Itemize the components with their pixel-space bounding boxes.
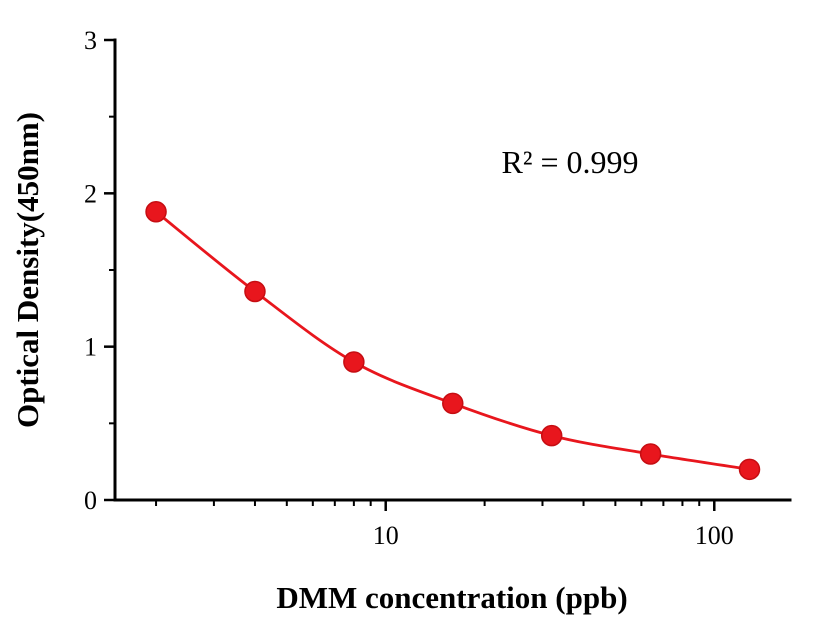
y-tick-label: 0	[84, 486, 97, 515]
x-tick-label: 100	[695, 521, 734, 550]
data-points	[145, 200, 761, 481]
series-line	[155, 210, 750, 471]
data-point	[244, 280, 266, 303]
r-squared-annotation: R² = 0.999	[501, 144, 639, 180]
data-point	[145, 200, 167, 223]
data-point	[540, 424, 563, 447]
y-axis-title: Optical Density(450nm)	[10, 112, 45, 429]
x-axis: 10 100	[155, 500, 734, 550]
data-point	[442, 392, 464, 415]
y-axis: 0 1 2 3	[84, 26, 115, 515]
axes	[113, 38, 792, 502]
y-tick-label: 3	[84, 26, 97, 55]
data-point	[738, 458, 761, 481]
x-axis-title: DMM concentration (ppb)	[276, 580, 628, 615]
axis-lines	[113, 38, 792, 502]
x-tick-label: 10	[373, 521, 399, 550]
y-tick-label: 1	[84, 333, 97, 362]
data-point	[343, 351, 365, 373]
y-tick-label: 2	[84, 179, 97, 208]
data-point	[639, 443, 662, 465]
